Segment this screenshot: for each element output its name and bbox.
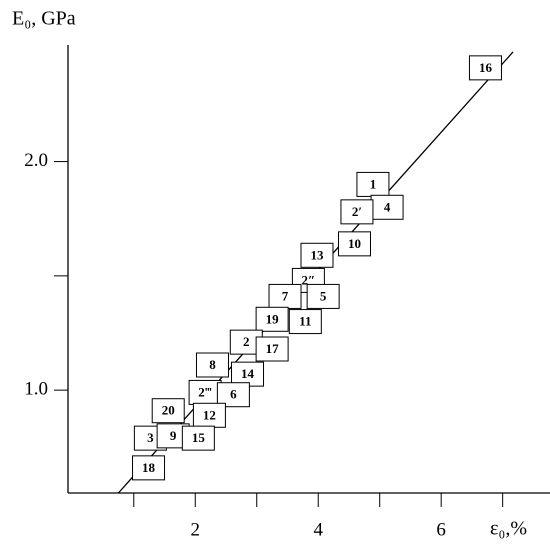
data-point: 14 bbox=[231, 361, 265, 387]
point-label: 18 bbox=[142, 460, 156, 475]
data-point: 17 bbox=[255, 336, 289, 362]
data-point: 11 bbox=[288, 309, 322, 335]
data-point: 20 bbox=[151, 398, 185, 424]
x-tick-label: 6 bbox=[436, 519, 446, 540]
y-axis-label: E₀, GPa bbox=[12, 8, 76, 30]
point-box bbox=[255, 336, 289, 362]
point-box bbox=[181, 425, 215, 451]
point-label: 17 bbox=[266, 341, 280, 356]
data-point: 16 bbox=[468, 55, 502, 81]
point-label: 9 bbox=[170, 428, 177, 443]
data-point: 18 bbox=[132, 455, 166, 481]
point-label: 14 bbox=[241, 366, 255, 381]
point-label: 20 bbox=[162, 403, 175, 418]
point-label: 13 bbox=[310, 247, 324, 262]
data-point: 13 bbox=[300, 242, 334, 268]
point-label: 4 bbox=[384, 199, 391, 214]
point-label: 2‴ bbox=[198, 384, 212, 399]
point-box bbox=[268, 283, 302, 309]
data-point: 5 bbox=[306, 283, 340, 309]
point-label: 2′ bbox=[352, 204, 362, 219]
point-box bbox=[188, 379, 222, 405]
point-label: 16 bbox=[479, 60, 493, 75]
point-box bbox=[255, 306, 289, 332]
point-label: 19 bbox=[266, 311, 280, 326]
point-box bbox=[340, 199, 374, 225]
data-point: 15 bbox=[181, 425, 215, 451]
point-label: 11 bbox=[299, 314, 311, 329]
point-box bbox=[468, 55, 502, 81]
point-box bbox=[216, 382, 250, 408]
x-tick-label: 2 bbox=[191, 519, 201, 540]
y-tick-label: 2.0 bbox=[24, 150, 48, 171]
data-point: 8 bbox=[195, 352, 229, 378]
point-label: 2 bbox=[243, 334, 250, 349]
point-box bbox=[132, 455, 166, 481]
point-box bbox=[306, 283, 340, 309]
point-label: 5 bbox=[320, 288, 327, 303]
data-point: 4 bbox=[370, 194, 404, 220]
point-label: 7 bbox=[282, 288, 289, 303]
data-point: 2′ bbox=[340, 199, 374, 225]
point-box bbox=[300, 242, 334, 268]
point-box bbox=[192, 402, 226, 428]
point-box bbox=[231, 361, 265, 387]
point-label: 15 bbox=[192, 430, 206, 445]
x-axis-label: ε₀,% bbox=[490, 518, 527, 540]
data-point: 2‴ bbox=[188, 379, 222, 405]
point-box bbox=[195, 352, 229, 378]
point-label: 10 bbox=[348, 236, 361, 251]
y-tick-label: 1.0 bbox=[24, 379, 48, 400]
point-label: 2″ bbox=[302, 272, 316, 287]
data-point: 10 bbox=[337, 231, 371, 257]
point-label: 8 bbox=[209, 357, 216, 372]
point-box bbox=[288, 309, 322, 335]
point-label: 1 bbox=[370, 176, 377, 191]
point-label: 6 bbox=[230, 387, 237, 402]
data-point: 1 bbox=[356, 171, 390, 197]
x-tick-label: 4 bbox=[313, 519, 323, 540]
point-label: 3 bbox=[147, 430, 154, 445]
point-box bbox=[337, 231, 371, 257]
data-point: 19 bbox=[255, 306, 289, 332]
point-box bbox=[151, 398, 185, 424]
data-point: 7 bbox=[268, 283, 302, 309]
data-point: 12 bbox=[192, 402, 226, 428]
point-label: 12 bbox=[203, 407, 216, 422]
data-point: 6 bbox=[216, 382, 250, 408]
